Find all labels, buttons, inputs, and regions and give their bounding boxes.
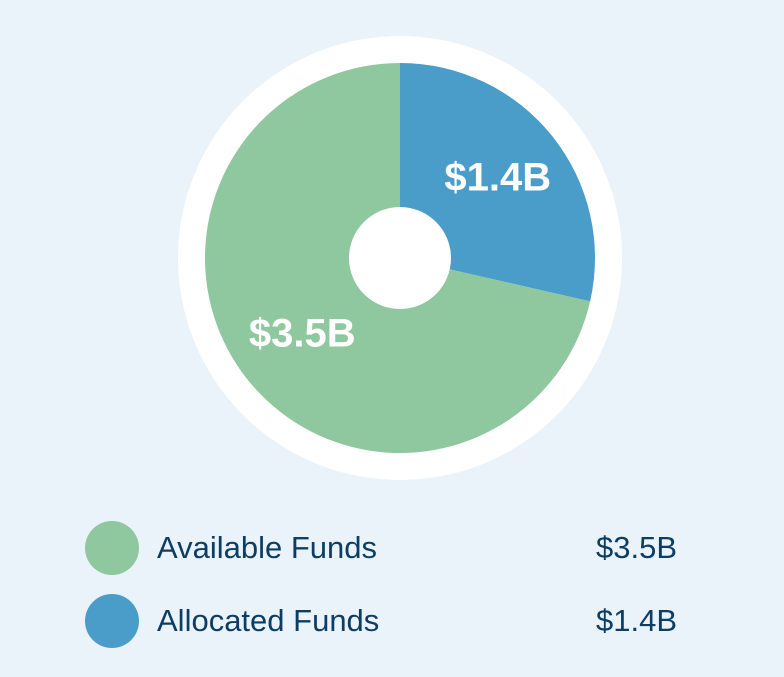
slice-labels: $1.4B $3.5B <box>249 156 551 356</box>
legend: Available Funds $3.5B Allocated Funds $1.4B <box>85 521 677 648</box>
pie-slice <box>400 63 595 302</box>
slice-label: $1.4B <box>444 156 551 200</box>
legend-label: Allocated Funds <box>157 603 379 638</box>
pie-hole <box>349 207 451 309</box>
slice-label: $3.5B <box>249 311 356 355</box>
legend-value: $1.4B <box>596 603 677 638</box>
legend-swatch <box>85 594 139 648</box>
legend-swatch <box>85 521 139 575</box>
legend-label: Available Funds <box>157 530 377 565</box>
legend-value: $3.5B <box>596 530 677 565</box>
